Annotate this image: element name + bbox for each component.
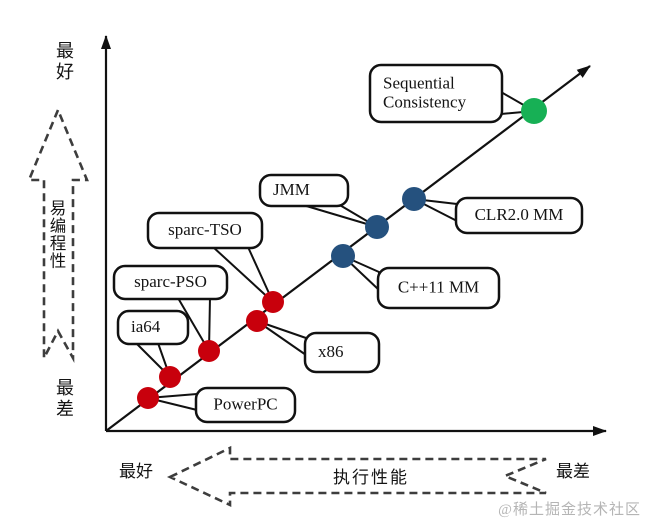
data-point-powerpc (137, 387, 159, 409)
callout-box (146, 211, 264, 250)
programmability-axis-label-char: 编 (50, 217, 67, 236)
data-point-sequential-consistency (521, 98, 547, 124)
axis-endpoint-label-char: 最 (56, 41, 74, 61)
axis-endpoint-label-x-right: 最差 (556, 462, 590, 481)
callout-box (116, 309, 190, 346)
callout-label: CLR2.0 MM (475, 205, 564, 224)
callout-label: Consistency (383, 93, 467, 112)
callout-boxes-layer: PowerPC ia64 sparc-PSO x86 sparc-TSO C++11 MM… (112, 63, 584, 424)
axis-endpoint-label-x-left: 最好 (119, 462, 153, 481)
axis-endpoint-label-char: 好 (56, 62, 74, 82)
data-point-x86 (246, 310, 268, 332)
callout-box (454, 196, 584, 235)
callout-label: PowerPC (213, 395, 277, 414)
programmability-axis-label-char: 性 (50, 252, 67, 271)
data-point-sparc-pso (198, 340, 220, 362)
axis-endpoint-label-char: 差 (56, 399, 74, 419)
callout-box (112, 264, 229, 301)
programmability-axis-label: 易编程性 (50, 199, 67, 271)
axis-endpoint-label-char: 最 (56, 378, 74, 398)
programmability-axis-label-char: 易 (50, 199, 67, 218)
horizontal-dashed-arrow (166, 445, 547, 508)
watermark-text: @稀土掘金技术社区 (498, 502, 641, 518)
data-point-sparc-tso (262, 291, 284, 313)
data-point-jmm (365, 215, 389, 239)
data-point-clr2-0-mm (402, 187, 426, 211)
callout-label: ia64 (131, 317, 161, 336)
axis-endpoint-label-y-top: 最好 (56, 41, 74, 82)
axis-endpoint-label-y-bottom: 最差 (56, 378, 74, 419)
data-point-ia64 (159, 366, 181, 388)
callout-label: x86 (318, 342, 344, 361)
callout-label: sparc-PSO (134, 272, 207, 291)
callout-box (194, 386, 297, 424)
callout-tails-layer (135, 91, 535, 411)
callout-label: Sequential (383, 74, 455, 93)
performance-axis-label: 执行性能 (333, 468, 409, 487)
callout-box (258, 173, 350, 208)
callout-label: C++11 MM (398, 278, 479, 297)
callout-box (376, 266, 501, 310)
data-point-c-11-mm (331, 244, 355, 268)
vertical-dashed-arrow (27, 106, 89, 364)
callout-label: JMM (273, 180, 310, 199)
programmability-axis-label-char: 程 (50, 234, 67, 253)
callout-box (368, 63, 504, 124)
callout-box (303, 331, 381, 374)
callout-label: sparc-TSO (168, 220, 242, 239)
data-points-layer (137, 98, 547, 409)
